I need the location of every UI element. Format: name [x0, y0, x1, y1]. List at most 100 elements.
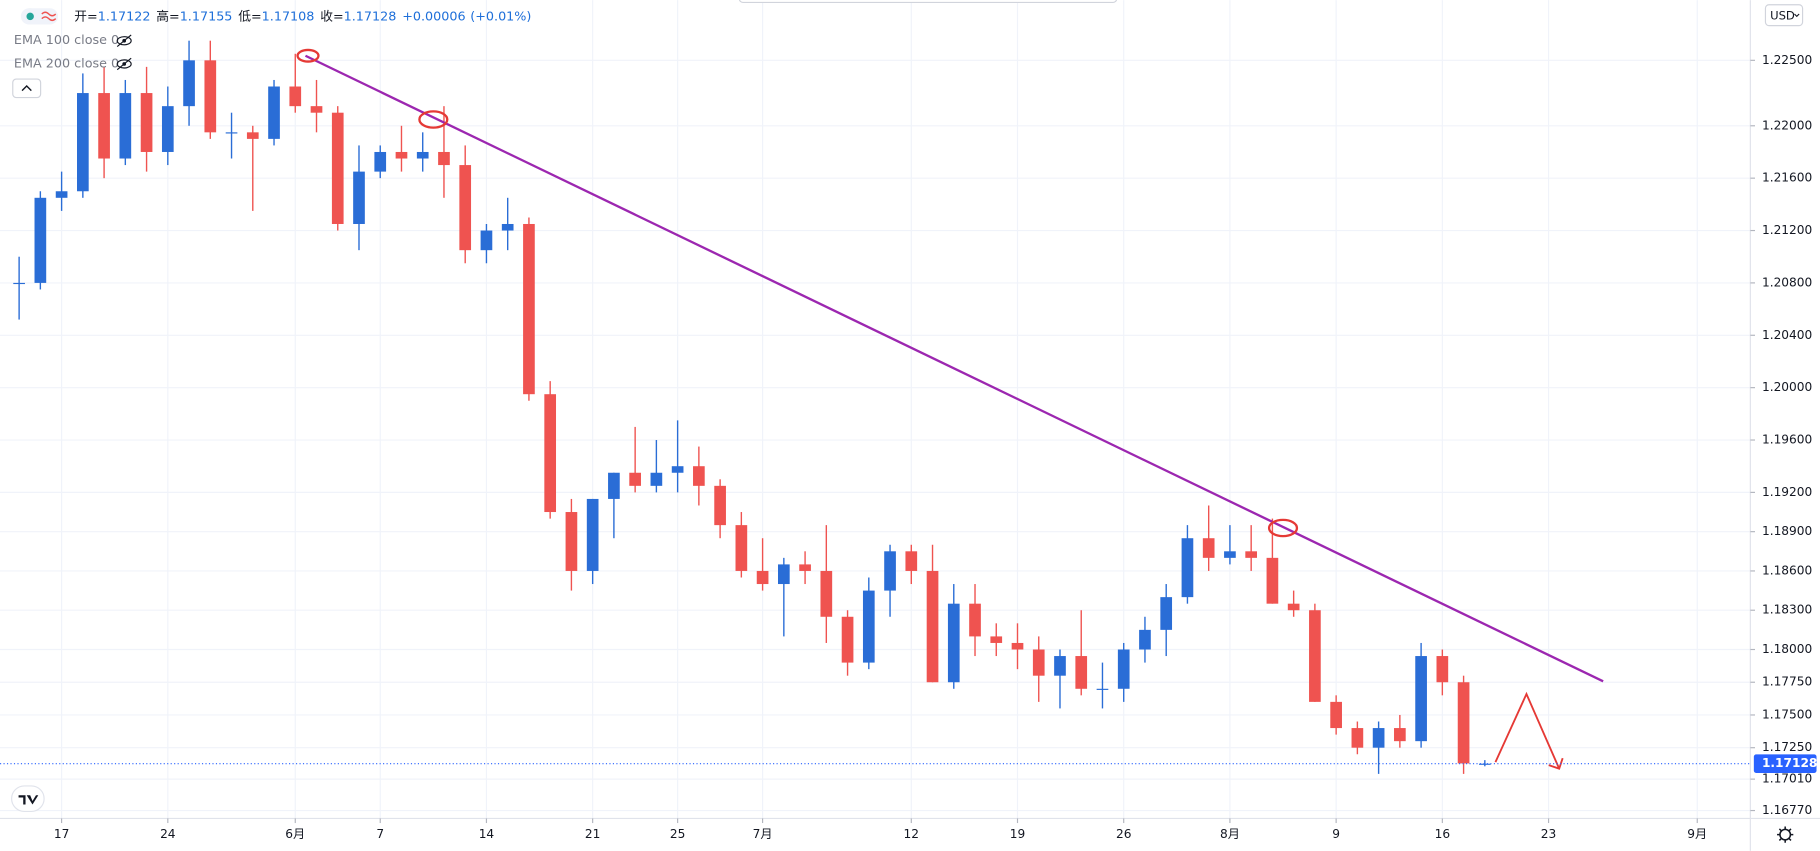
candle-body [650, 472, 663, 486]
ohlc-label: 收= [320, 9, 343, 24]
candle-body [714, 485, 726, 526]
x-tick-label: 8月 [1220, 827, 1240, 841]
y-tick-label: 1.19600 [1762, 433, 1812, 447]
candle-body [353, 171, 365, 224]
candle-body [841, 616, 854, 663]
candle-body [671, 466, 684, 473]
candle-body [1309, 610, 1321, 702]
settings-icon[interactable] [1777, 826, 1794, 843]
y-tick-label: 1.16770 [1762, 803, 1812, 817]
ohlc-label: 低= [238, 9, 261, 24]
collapse-icon [21, 85, 32, 92]
candle-body [586, 498, 599, 571]
candle-body [225, 132, 238, 134]
candle-body [1075, 656, 1088, 689]
ohlc-text: 开=1.17122 高=1.17155 低=1.17108 收=1.17128 +0.0… [74, 8, 531, 24]
candle-body [1117, 649, 1130, 689]
y-tick-label: 1.18900 [1762, 524, 1812, 538]
candle-body [969, 603, 981, 637]
x-tick-label: 25 [670, 827, 686, 841]
x-tick-label: 16 [1435, 827, 1451, 841]
candle-body [1181, 538, 1194, 598]
projection-arrowhead [1548, 757, 1564, 770]
candle-body [1415, 656, 1427, 742]
y-tick-label: 1.18000 [1762, 642, 1812, 656]
candle-body [693, 466, 705, 486]
plot-area [0, 40, 1751, 774]
candle-body [1457, 682, 1470, 764]
status-pill[interactable] [20, 8, 59, 25]
candle-body [416, 151, 429, 159]
candle-body [544, 394, 557, 513]
price-axis-panel [1750, 0, 1820, 851]
x-tick-label: 9月 [1687, 827, 1707, 841]
candle-body [1287, 603, 1300, 611]
candle-body [756, 570, 769, 585]
candle-body [77, 93, 89, 192]
hide-icon[interactable] [116, 34, 132, 47]
time-axis-panel [0, 818, 1820, 851]
candle-body [1011, 642, 1024, 650]
x-tick-label: 24 [160, 827, 176, 841]
currency-button[interactable] [1764, 4, 1804, 27]
y-tick-label: 1.17500 [1762, 707, 1812, 721]
x-tick-label: 9 [1332, 827, 1340, 841]
y-tick-label: 1.18300 [1762, 603, 1812, 617]
candle-body [905, 551, 918, 571]
candle-body [862, 590, 875, 663]
y-tick-label: 1.21200 [1762, 223, 1812, 237]
candle-body [1436, 656, 1449, 683]
candle-body [98, 93, 110, 159]
candle-body [183, 60, 195, 107]
candle-body [289, 86, 302, 107]
candle-body [926, 570, 939, 683]
y-tick-label: 1.20800 [1762, 275, 1812, 289]
candle-body [1054, 656, 1066, 676]
status-dot [26, 12, 34, 21]
candle-body [1330, 701, 1342, 729]
candle-body [395, 151, 408, 159]
currency-caret [1794, 13, 1800, 18]
y-tick-label: 1.21600 [1762, 171, 1812, 185]
indicator-label[interactable]: EMA 200 close 0 [14, 56, 119, 71]
candle-body [1139, 629, 1151, 650]
candle-body [310, 106, 323, 113]
touch-marker [418, 110, 449, 129]
change-pct: (+0.01%) [470, 9, 531, 24]
ohlc-label: 开= [74, 9, 97, 24]
logo [11, 785, 45, 813]
legend-header: 开=1.17122 高=1.17155 低=1.17108 收=1.17128 +0.0… [12, 8, 531, 99]
y-tick-label: 1.17010 [1762, 772, 1812, 786]
y-tick-label: 1.18600 [1762, 563, 1812, 577]
x-tick-label: 26 [1116, 827, 1132, 841]
y-tick-label: 1.22000 [1762, 118, 1812, 132]
candle-body [438, 151, 450, 166]
x-tick-label: 7 [376, 827, 384, 841]
y-tick-label: 1.17750 [1762, 675, 1812, 689]
candle-body [884, 551, 896, 591]
candle-body [119, 93, 132, 159]
candle-body [608, 472, 620, 499]
toolbar-edge [738, 0, 1118, 3]
candle-body [990, 636, 1003, 643]
candle-body [140, 93, 153, 152]
candle-body [565, 512, 578, 571]
ohlc-value: 1.17122 [98, 9, 151, 24]
hide-icon[interactable] [116, 57, 132, 71]
collapse-button[interactable] [12, 78, 42, 99]
candle-body [1160, 597, 1173, 630]
y-tick-label: 1.19200 [1762, 485, 1812, 499]
y-tick-label: 1.20000 [1762, 380, 1812, 394]
y-tick-label: 1.17250 [1762, 740, 1812, 754]
indicator-label[interactable]: EMA 100 close 0 [14, 33, 119, 48]
last-price-label: 1.17128 [1762, 756, 1817, 770]
currency-label: USD [1770, 8, 1795, 22]
x-tick-label: 6月 [285, 827, 305, 841]
x-tick-label: 12 [904, 827, 919, 841]
candle-body [1224, 551, 1236, 558]
candle-body [268, 86, 280, 139]
x-tick-label: 7月 [753, 827, 773, 841]
